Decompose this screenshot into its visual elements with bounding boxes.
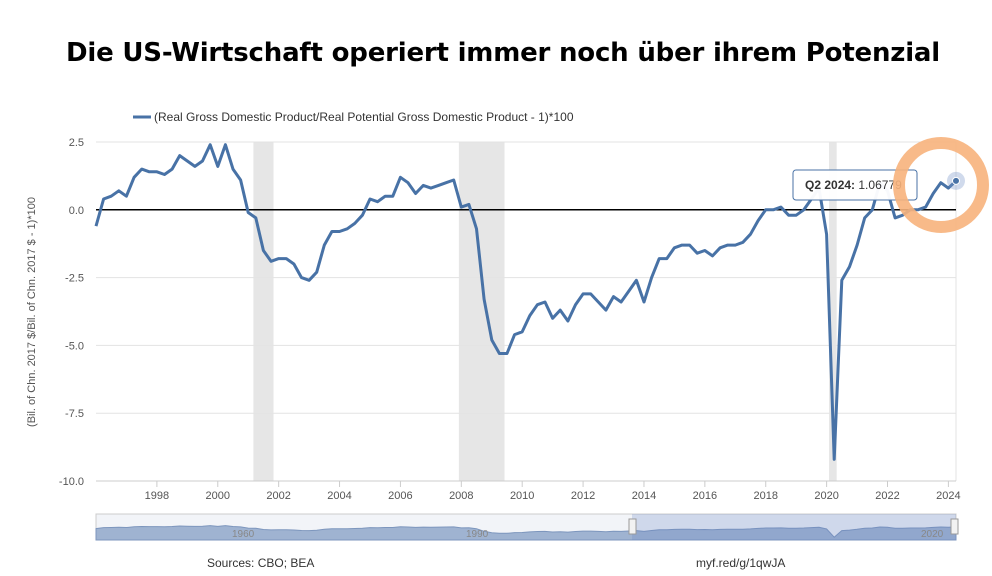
- x-tick-label: 2016: [693, 490, 717, 502]
- x-tick-label: 2006: [388, 490, 412, 502]
- x-tick-label: 2008: [449, 490, 473, 502]
- chart-title: Die US-Wirtschaft operiert immer noch üb…: [66, 38, 940, 68]
- x-tick-label: 2004: [327, 490, 351, 502]
- navigator-handle-right[interactable]: [950, 518, 959, 535]
- y-tick-label: -7.5: [65, 408, 84, 420]
- x-tick-label: 2010: [510, 490, 534, 502]
- legend-label: (Real Gross Domestic Product/Real Potent…: [154, 110, 574, 124]
- x-tick-label: 2012: [571, 490, 595, 502]
- tooltip-value: 1.06779: [855, 178, 902, 192]
- y-tick-label: -10.0: [59, 476, 84, 488]
- y-tick-label: 2.5: [69, 137, 84, 149]
- y-tick-label: -5.0: [65, 340, 84, 352]
- x-tick-label: 2020: [814, 490, 838, 502]
- sources-note: Sources: CBO; BEA: [207, 556, 315, 570]
- tooltip-text: Q2 2024: 1.06779: [805, 178, 902, 192]
- x-axis-ticks: 1998 2000 2002 2004 2006 2008 2010 2012 2014 2016…: [145, 481, 961, 502]
- hover-point: [952, 176, 960, 185]
- navigator-label: 2020: [921, 529, 944, 540]
- recession-bands: [253, 142, 837, 481]
- y-axis-label: (Bil. of Chn. 2017 $/Bil. of Chn. 2017 $…: [26, 197, 38, 427]
- y-axis-ticks: 2.5 0.0 -2.5 -5.0 -7.5 -10.0: [59, 137, 84, 488]
- y-tick-label: -2.5: [65, 273, 84, 285]
- recession-band-1: [458, 142, 505, 481]
- x-tick-label: 2000: [206, 490, 230, 502]
- x-tick-label: 2014: [632, 490, 656, 502]
- x-tick-label: 2018: [753, 490, 777, 502]
- navigator-window[interactable]: [632, 514, 956, 540]
- highlight-circle: [893, 137, 989, 233]
- tooltip-box: [792, 169, 918, 201]
- navigator-series: [95, 525, 957, 541]
- recession-band-2: [829, 142, 837, 481]
- legend[interactable]: (Real Gross Domestic Product/Real Potent…: [133, 110, 574, 124]
- navigator-label: 1990: [466, 529, 489, 540]
- navigator-label: 1960: [232, 529, 255, 540]
- x-tick-label: 1998: [145, 490, 169, 502]
- x-tick-label: 2024: [936, 490, 960, 502]
- tooltip-label: Q2 2024:: [805, 178, 855, 192]
- gridlines: [96, 141, 957, 482]
- short-link[interactable]: myf.red/g/1qwJA: [696, 556, 786, 570]
- tooltip: Q2 2024: 1.06779: [792, 137, 989, 233]
- y-tick-label: 0.0: [69, 205, 84, 217]
- x-tick-label: 2002: [266, 490, 290, 502]
- x-tick-label: 2022: [875, 490, 899, 502]
- range-navigator[interactable]: 1960 1990 2020: [95, 513, 959, 541]
- recession-band-0: [253, 142, 274, 481]
- navigator-handle-left[interactable]: [628, 518, 637, 535]
